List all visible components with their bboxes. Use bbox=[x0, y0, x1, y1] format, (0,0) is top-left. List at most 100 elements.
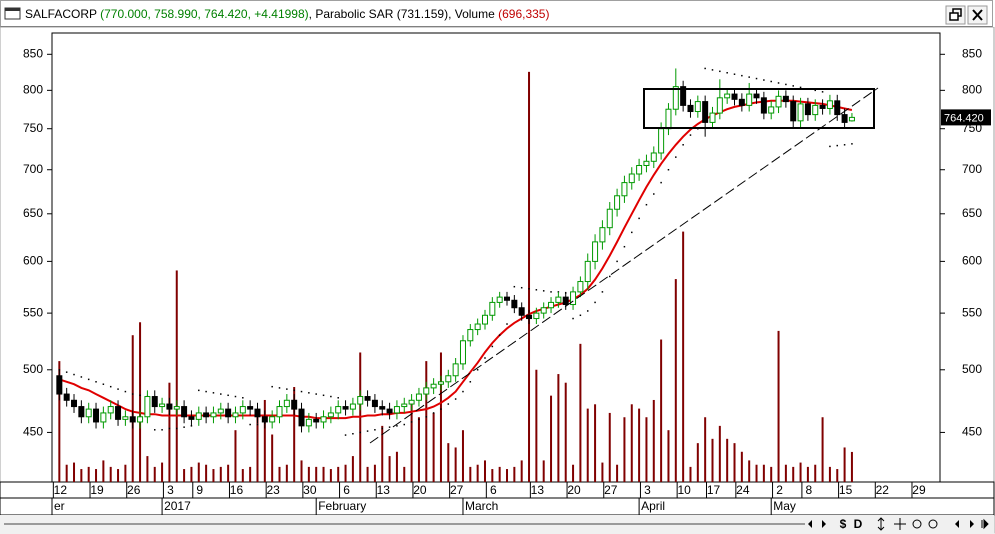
page-buttons[interactable] bbox=[955, 520, 974, 528]
sar-dot bbox=[733, 73, 736, 75]
x-tick-label: 24 bbox=[736, 483, 750, 497]
volume-bar bbox=[395, 451, 398, 482]
chart-icon bbox=[4, 7, 21, 20]
last-price-tag bbox=[941, 109, 991, 126]
restore-icon-front bbox=[949, 12, 959, 21]
candle-body bbox=[658, 128, 665, 154]
candle-body bbox=[188, 416, 195, 420]
sar-dot bbox=[242, 397, 244, 399]
volume-bar bbox=[425, 361, 428, 482]
candle-body bbox=[570, 291, 577, 306]
volume-bar bbox=[594, 404, 597, 482]
volume-bar bbox=[652, 399, 655, 482]
candle-body bbox=[276, 406, 283, 418]
sar-dot bbox=[249, 423, 251, 426]
volume-bar bbox=[175, 270, 178, 482]
sar-dot bbox=[675, 156, 677, 158]
volume-bar bbox=[476, 464, 479, 482]
volume-bar bbox=[447, 443, 450, 482]
volume-bar bbox=[843, 447, 846, 482]
volume-bar bbox=[102, 460, 105, 482]
volume-bar bbox=[234, 430, 237, 482]
volume-bar bbox=[205, 464, 208, 482]
sar-dot bbox=[586, 310, 589, 312]
candle-body bbox=[731, 93, 738, 100]
volume-bar bbox=[139, 322, 142, 482]
range-box[interactable] bbox=[643, 88, 875, 129]
candle-body bbox=[93, 408, 100, 423]
zoom-out-button[interactable] bbox=[912, 519, 922, 529]
candle-body bbox=[650, 152, 657, 162]
sar-dot bbox=[286, 388, 288, 390]
candle-body bbox=[562, 296, 569, 306]
candle-body bbox=[423, 387, 430, 395]
candle-body bbox=[709, 112, 716, 123]
volume-bar bbox=[784, 464, 787, 482]
volume-bar bbox=[410, 399, 413, 482]
candle-body bbox=[636, 165, 643, 175]
volume-bar bbox=[638, 408, 641, 482]
candle-body bbox=[203, 412, 210, 418]
candle-body bbox=[63, 393, 70, 401]
sar-dot bbox=[814, 89, 816, 92]
candle-body bbox=[401, 403, 408, 408]
sar-dot bbox=[763, 79, 765, 81]
candle-body bbox=[100, 412, 107, 423]
volume-bar bbox=[183, 469, 186, 482]
y-tick-label-right: 500 bbox=[962, 362, 982, 376]
volume-bar bbox=[498, 466, 501, 482]
sar-dot bbox=[462, 390, 464, 393]
sar-dot bbox=[381, 427, 383, 430]
month-label: May bbox=[773, 499, 796, 513]
candle-body bbox=[210, 412, 217, 418]
period-button[interactable]: D bbox=[854, 517, 863, 531]
sar-dot bbox=[447, 403, 450, 405]
candle-body bbox=[467, 329, 474, 342]
v-zoom-button[interactable] bbox=[877, 517, 885, 531]
move-button[interactable] bbox=[894, 518, 906, 530]
zoom-in-button[interactable] bbox=[928, 519, 938, 529]
currency-button[interactable]: $ bbox=[840, 517, 847, 531]
scroll-left[interactable] bbox=[808, 520, 812, 528]
sar-dot bbox=[704, 67, 706, 70]
end-button[interactable] bbox=[981, 518, 989, 530]
candle-body bbox=[173, 406, 180, 410]
month-label: April bbox=[641, 499, 665, 513]
volume-bar bbox=[95, 469, 98, 482]
volume-bar bbox=[550, 395, 553, 482]
sar-dot bbox=[550, 291, 552, 293]
x-tick-label: 6 bbox=[343, 483, 350, 497]
candle-body bbox=[386, 408, 393, 414]
candle-body bbox=[841, 114, 848, 123]
candle-body bbox=[790, 101, 797, 122]
sar-dot bbox=[653, 193, 655, 195]
candle-body bbox=[313, 418, 320, 423]
header-segment: , Volume bbox=[448, 7, 499, 21]
volume-bar bbox=[329, 469, 332, 482]
candle-body bbox=[445, 375, 452, 383]
scroll-right[interactable] bbox=[822, 520, 826, 528]
volume-bar bbox=[682, 231, 685, 482]
candle-body bbox=[621, 182, 628, 197]
candle-body bbox=[159, 403, 166, 408]
candle-body bbox=[107, 406, 114, 414]
volume-bar bbox=[718, 425, 721, 482]
volume-bar bbox=[608, 412, 611, 482]
candle-body bbox=[232, 412, 239, 418]
candle-body bbox=[415, 393, 422, 401]
title-bar: SALFACORP (770.000, 758.990, 764.420, +4… bbox=[0, 0, 993, 27]
volume-bar bbox=[293, 387, 296, 482]
sar-dot bbox=[256, 423, 259, 426]
volume-bar bbox=[799, 462, 802, 482]
candle-body bbox=[78, 406, 85, 418]
candle-body bbox=[239, 406, 246, 414]
volume-bar bbox=[381, 425, 384, 482]
x-tick-label: 6 bbox=[490, 483, 497, 497]
sar-dot bbox=[161, 429, 163, 431]
trend-line[interactable] bbox=[369, 87, 879, 444]
y-tick-label-right: 700 bbox=[962, 162, 982, 176]
candle-body bbox=[305, 418, 312, 427]
x-tick-label: 13 bbox=[377, 483, 391, 497]
volume-bar bbox=[153, 466, 156, 482]
y-tick-label-right: 850 bbox=[962, 46, 982, 60]
